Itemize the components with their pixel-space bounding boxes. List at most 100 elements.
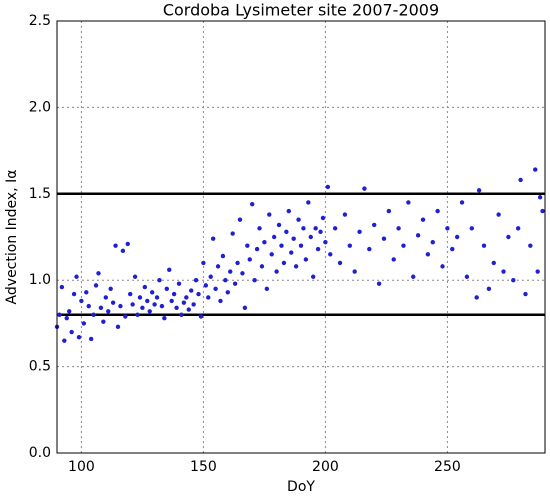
- point: [303, 257, 309, 262]
- point: [454, 234, 460, 240]
- y-tick-label: 1.0: [29, 272, 51, 288]
- point: [113, 243, 118, 248]
- point: [511, 278, 516, 283]
- point: [186, 307, 191, 312]
- point: [110, 300, 116, 305]
- point: [208, 274, 213, 279]
- point: [101, 319, 106, 324]
- chart-title: Cordoba Lysimeter site 2007-2009: [163, 1, 439, 20]
- point: [284, 229, 289, 235]
- point: [67, 309, 72, 314]
- point: [130, 302, 135, 307]
- point: [181, 300, 187, 305]
- point: [535, 269, 540, 274]
- point: [323, 239, 328, 245]
- point: [125, 241, 130, 247]
- point: [247, 257, 252, 262]
- y-tick-label: 2.0: [29, 99, 51, 115]
- point: [540, 208, 545, 214]
- point: [298, 243, 304, 248]
- point: [230, 231, 235, 236]
- x-tick-label: 200: [312, 459, 339, 475]
- y-axis-label: Advection Index, Iα: [4, 170, 20, 305]
- point: [118, 303, 123, 309]
- x-tick-label: 100: [68, 459, 95, 475]
- point: [347, 243, 352, 248]
- point: [415, 233, 421, 238]
- point: [518, 177, 523, 183]
- point: [115, 324, 121, 330]
- point: [237, 217, 243, 222]
- point: [179, 312, 184, 317]
- point: [91, 312, 96, 317]
- point: [96, 271, 101, 276]
- point: [528, 243, 533, 248]
- point: [271, 234, 277, 240]
- point: [242, 305, 248, 311]
- point: [210, 236, 216, 241]
- point: [357, 229, 362, 235]
- point: [79, 298, 84, 304]
- point: [459, 200, 465, 205]
- point: [64, 316, 69, 321]
- point: [311, 274, 316, 279]
- y-tick-label: 2.5: [29, 13, 51, 29]
- point: [464, 274, 470, 279]
- point: [396, 226, 401, 231]
- point: [254, 246, 260, 252]
- point: [240, 271, 245, 276]
- point: [481, 243, 487, 248]
- point: [193, 278, 199, 283]
- y-tick-label: 1.5: [29, 186, 51, 202]
- point: [128, 291, 133, 297]
- point: [362, 186, 367, 191]
- point: [57, 312, 62, 317]
- point: [62, 338, 67, 343]
- point: [308, 234, 313, 240]
- point: [474, 295, 479, 300]
- point: [313, 226, 318, 231]
- point: [440, 264, 445, 269]
- point: [123, 314, 128, 319]
- point: [274, 269, 279, 274]
- point: [342, 212, 348, 217]
- point: [425, 252, 431, 257]
- point: [491, 260, 496, 266]
- point: [164, 286, 169, 292]
- point: [286, 208, 291, 214]
- point: [149, 290, 155, 295]
- y-tick-label: 0.0: [29, 445, 51, 461]
- point: [201, 260, 206, 266]
- point: [142, 284, 148, 290]
- point: [103, 295, 109, 300]
- point: [289, 250, 294, 255]
- point: [445, 226, 450, 231]
- point: [279, 243, 284, 248]
- point: [59, 284, 65, 290]
- point: [406, 200, 411, 205]
- point: [376, 281, 382, 286]
- x-axis-label: DoY: [287, 479, 315, 495]
- point: [120, 248, 126, 254]
- point: [281, 260, 287, 266]
- point: [69, 329, 74, 335]
- point: [147, 309, 152, 314]
- point: [515, 226, 521, 231]
- point: [430, 239, 435, 245]
- point: [381, 236, 387, 241]
- point: [191, 302, 196, 307]
- plot-frame: [56, 20, 546, 454]
- point: [140, 305, 145, 311]
- point: [469, 226, 474, 231]
- point: [84, 290, 89, 295]
- point: [145, 298, 150, 304]
- point: [291, 236, 296, 241]
- point: [98, 305, 104, 311]
- point: [74, 274, 79, 279]
- point: [501, 269, 506, 274]
- point: [337, 260, 343, 266]
- point: [132, 274, 138, 279]
- point: [225, 290, 230, 295]
- point: [533, 167, 538, 172]
